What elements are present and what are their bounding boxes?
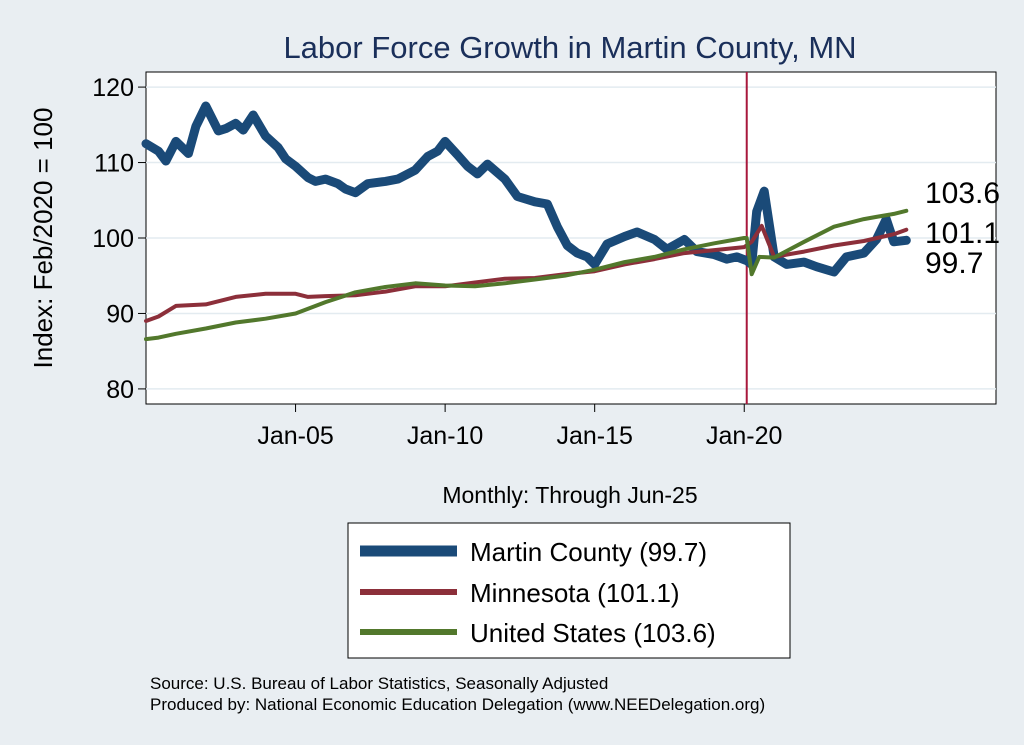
y-tick-label: 120 [92, 74, 134, 102]
producer-note: Produced by: National Economic Education… [150, 695, 765, 714]
x-tick-label: Jan-10 [407, 422, 483, 450]
y-tick-label: 110 [94, 150, 134, 178]
y-tick-label: 80 [106, 376, 134, 404]
source-note: Source: U.S. Bureau of Labor Statistics,… [150, 674, 608, 693]
x-tick-label: Jan-20 [706, 422, 782, 450]
x-tick-label: Jan-05 [257, 422, 333, 450]
series-lines [141, 101, 911, 342]
y-axis: 80 90 100 110 120 [92, 74, 146, 404]
y-tick-label: 100 [92, 225, 134, 253]
x-axis-note: Monthly: Through Jun-25 [442, 482, 697, 508]
series-line-united-states [144, 208, 909, 342]
y-tick-label: 90 [106, 300, 134, 328]
chart-title: Labor Force Growth in Martin County, MN [283, 30, 856, 65]
x-axis: Jan-05 Jan-10 Jan-15 Jan-20 [257, 404, 782, 450]
x-tick-label: Jan-15 [556, 422, 632, 450]
legend-label-united-states: United States (103.6) [470, 618, 716, 648]
y-axis-label: Index: Feb/2020 = 100 [28, 108, 58, 369]
legend-label-martin-county: Martin County (99.7) [470, 537, 707, 567]
legend: Martin County (99.7) Minnesota (101.1) U… [347, 522, 791, 659]
end-label-minnesota: 101.1 [925, 217, 1000, 250]
end-label-martin-county: 99.7 [925, 247, 983, 280]
series-line-martin-county [141, 101, 911, 277]
legend-label-minnesota: Minnesota (101.1) [470, 578, 680, 608]
end-label-united-states: 103.6 [925, 177, 1000, 210]
